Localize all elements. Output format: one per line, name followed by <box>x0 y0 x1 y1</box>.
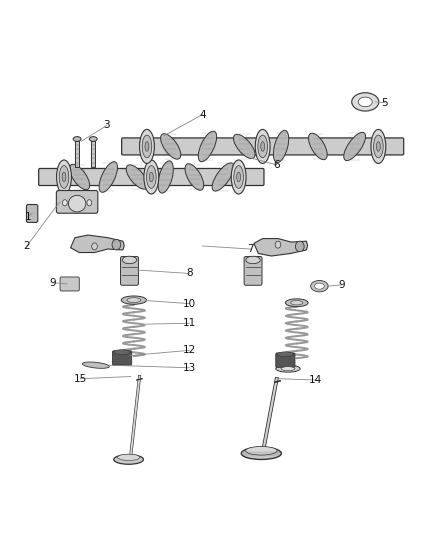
Ellipse shape <box>314 283 324 289</box>
Ellipse shape <box>295 241 304 252</box>
Ellipse shape <box>275 241 281 248</box>
Ellipse shape <box>258 135 268 158</box>
Text: 5: 5 <box>381 98 388 108</box>
Ellipse shape <box>161 134 181 159</box>
Ellipse shape <box>63 200 67 206</box>
Ellipse shape <box>127 298 141 303</box>
Ellipse shape <box>147 166 156 188</box>
Text: 13: 13 <box>183 363 196 373</box>
Ellipse shape <box>149 172 153 182</box>
Ellipse shape <box>212 163 234 191</box>
FancyBboxPatch shape <box>113 351 132 365</box>
Ellipse shape <box>246 447 277 455</box>
FancyBboxPatch shape <box>244 256 262 285</box>
Ellipse shape <box>286 299 308 306</box>
Ellipse shape <box>344 132 366 160</box>
Text: 12: 12 <box>183 345 196 356</box>
Ellipse shape <box>92 243 97 250</box>
Ellipse shape <box>358 97 372 107</box>
Ellipse shape <box>276 365 300 372</box>
Ellipse shape <box>371 130 386 164</box>
Ellipse shape <box>62 172 66 182</box>
Ellipse shape <box>255 130 270 164</box>
Ellipse shape <box>352 93 379 111</box>
Text: 15: 15 <box>74 374 87 384</box>
Ellipse shape <box>261 142 265 151</box>
Ellipse shape <box>233 134 255 158</box>
Ellipse shape <box>126 165 148 189</box>
Ellipse shape <box>117 454 140 461</box>
Text: 7: 7 <box>247 244 254 254</box>
Ellipse shape <box>277 352 293 357</box>
Polygon shape <box>71 235 124 253</box>
Text: 9: 9 <box>339 280 346 290</box>
Ellipse shape <box>290 301 303 305</box>
Text: 3: 3 <box>103 120 110 131</box>
FancyBboxPatch shape <box>122 138 404 155</box>
Ellipse shape <box>114 350 131 354</box>
Ellipse shape <box>70 164 90 190</box>
Ellipse shape <box>87 200 92 206</box>
FancyBboxPatch shape <box>39 168 264 185</box>
Text: 6: 6 <box>273 160 280 170</box>
Text: 4: 4 <box>199 110 206 119</box>
Ellipse shape <box>246 256 260 264</box>
Ellipse shape <box>308 133 327 160</box>
Ellipse shape <box>99 161 117 192</box>
Ellipse shape <box>234 166 244 188</box>
FancyBboxPatch shape <box>120 256 138 285</box>
Ellipse shape <box>281 367 295 370</box>
FancyBboxPatch shape <box>26 205 38 222</box>
FancyBboxPatch shape <box>57 190 98 213</box>
Ellipse shape <box>59 166 69 188</box>
Ellipse shape <box>145 142 149 151</box>
Text: 9: 9 <box>49 278 56 288</box>
Ellipse shape <box>140 130 154 164</box>
Text: 14: 14 <box>309 375 322 385</box>
Ellipse shape <box>112 239 121 250</box>
Ellipse shape <box>241 447 282 459</box>
Ellipse shape <box>374 135 383 158</box>
Ellipse shape <box>122 256 137 264</box>
Ellipse shape <box>273 130 289 163</box>
FancyBboxPatch shape <box>276 353 295 367</box>
Ellipse shape <box>376 142 380 151</box>
Text: 2: 2 <box>24 241 30 251</box>
Ellipse shape <box>311 280 328 292</box>
Ellipse shape <box>142 135 152 158</box>
Ellipse shape <box>121 296 147 304</box>
Ellipse shape <box>57 160 71 194</box>
Text: 1: 1 <box>25 212 31 222</box>
Ellipse shape <box>231 160 246 194</box>
Ellipse shape <box>158 161 173 193</box>
Text: 10: 10 <box>183 298 196 309</box>
Ellipse shape <box>114 455 144 464</box>
Ellipse shape <box>237 172 240 182</box>
Text: 8: 8 <box>186 269 193 278</box>
Bar <box>91 141 95 167</box>
Text: 11: 11 <box>183 318 196 328</box>
Ellipse shape <box>82 362 110 368</box>
Ellipse shape <box>89 136 97 141</box>
Ellipse shape <box>185 164 204 190</box>
Ellipse shape <box>68 195 86 212</box>
Ellipse shape <box>73 136 81 141</box>
FancyBboxPatch shape <box>60 277 79 291</box>
Polygon shape <box>254 239 307 256</box>
Ellipse shape <box>144 160 159 194</box>
Bar <box>75 141 79 167</box>
Ellipse shape <box>198 131 217 161</box>
